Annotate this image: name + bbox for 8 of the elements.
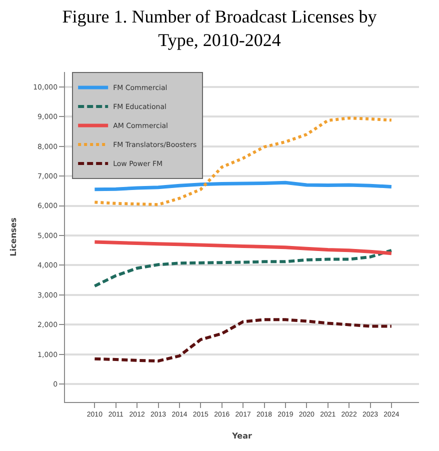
- line-series: [93, 318, 393, 362]
- line-series: [92, 240, 394, 256]
- x-axis-title: Year: [231, 432, 252, 440]
- line-series: [93, 248, 393, 288]
- line-series: [92, 180, 394, 192]
- chart-title: Figure 1. Number of Broadcast Licenses by Type, 2010-2024: [62, 6, 377, 50]
- y-axis-title: Licenses: [8, 217, 18, 256]
- line-series: [93, 116, 393, 206]
